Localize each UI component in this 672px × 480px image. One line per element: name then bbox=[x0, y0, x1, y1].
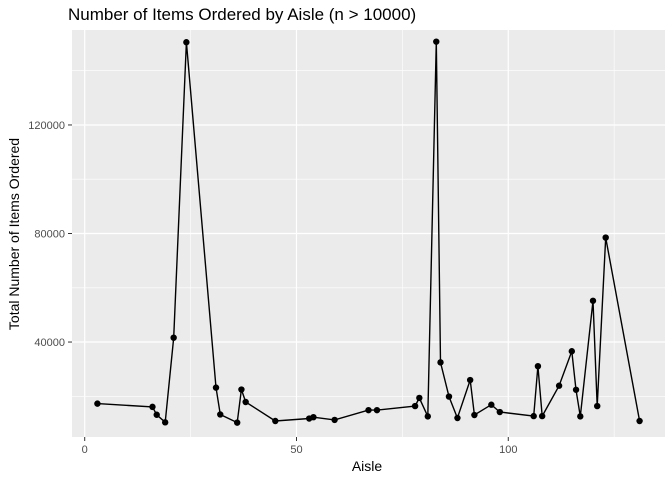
y-tick-label: 80000 bbox=[34, 229, 65, 241]
data-point bbox=[488, 401, 495, 408]
data-point bbox=[636, 417, 643, 425]
data-point bbox=[94, 400, 101, 407]
major-gridlines bbox=[72, 30, 665, 437]
data-point bbox=[242, 398, 249, 406]
data-point bbox=[272, 417, 279, 425]
data-point bbox=[161, 419, 169, 426]
data-point bbox=[170, 334, 177, 341]
data-point bbox=[149, 403, 156, 411]
axis-ticks: 0 50 100 40000 80000 120000 bbox=[28, 120, 517, 456]
data-point bbox=[589, 297, 597, 304]
data-point bbox=[411, 402, 419, 410]
y-axis-title: Total Number of Items Ordered bbox=[6, 138, 22, 330]
data-point bbox=[331, 416, 338, 424]
data-point bbox=[454, 414, 461, 422]
x-tick-label: 0 bbox=[82, 444, 88, 456]
data-point bbox=[555, 382, 563, 389]
x-axis-title: Aisle bbox=[352, 458, 383, 474]
x-tick-label: 100 bbox=[499, 444, 517, 456]
data-point bbox=[534, 362, 542, 370]
data-point bbox=[153, 411, 160, 418]
data-point bbox=[217, 411, 224, 418]
data-point bbox=[568, 348, 576, 355]
data-point bbox=[238, 386, 245, 393]
y-tick-label: 40000 bbox=[34, 337, 65, 349]
data-point bbox=[538, 412, 546, 420]
chart-title: Number of Items Ordered by Aisle (n > 10… bbox=[68, 5, 416, 24]
data-point bbox=[466, 376, 474, 384]
data-point bbox=[471, 411, 478, 419]
data-point bbox=[437, 359, 444, 366]
data-point bbox=[496, 408, 504, 416]
data-point bbox=[577, 413, 584, 420]
data-point bbox=[433, 38, 440, 45]
data-point bbox=[602, 234, 609, 241]
data-point bbox=[183, 39, 190, 46]
y-tick-label: 120000 bbox=[28, 120, 65, 132]
data-point bbox=[310, 413, 317, 421]
data-points bbox=[94, 38, 643, 426]
data-point bbox=[212, 384, 220, 391]
data-point bbox=[445, 393, 453, 400]
data-point bbox=[572, 386, 580, 393]
data-point bbox=[373, 406, 381, 414]
data-point bbox=[365, 406, 372, 414]
data-point bbox=[594, 402, 601, 410]
data-point bbox=[233, 419, 241, 426]
data-point bbox=[530, 412, 537, 420]
data-point bbox=[416, 394, 423, 402]
x-tick-label: 50 bbox=[290, 444, 302, 456]
data-point bbox=[424, 413, 431, 420]
